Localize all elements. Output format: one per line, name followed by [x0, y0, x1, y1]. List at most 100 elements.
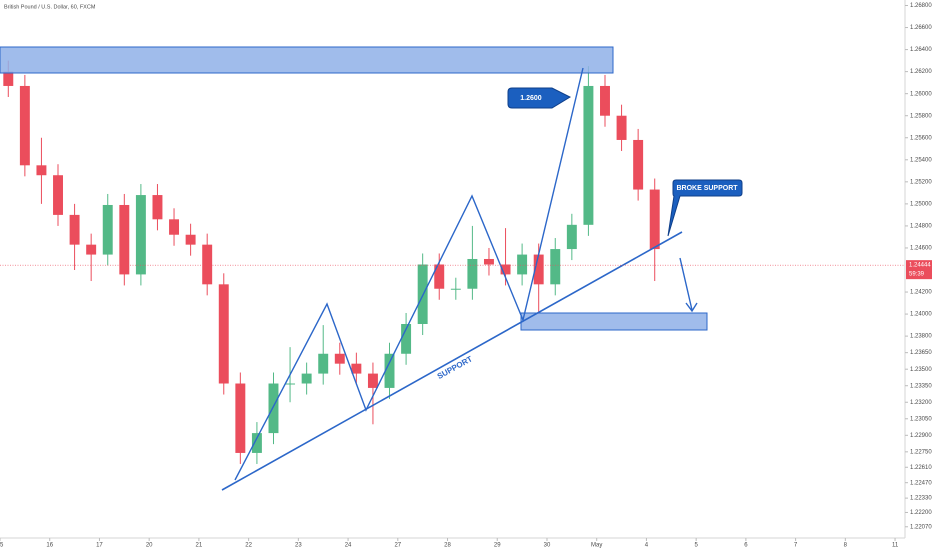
candle-body [384, 353, 395, 388]
x-tick-label: 5 [694, 543, 698, 549]
candle-body [268, 383, 279, 434]
candle-body [3, 71, 14, 86]
price-callout [507, 87, 572, 109]
y-tick-label: 1.23800 [910, 334, 932, 340]
callout-text: 1.2600 [520, 95, 542, 102]
y-tick-label: 1.22200 [910, 510, 932, 516]
candle-body [367, 373, 378, 388]
x-tick-label: 24 [345, 543, 352, 549]
candle-body [301, 373, 312, 384]
y-tick-label: 1.25000 [910, 201, 932, 207]
candle-body [86, 244, 97, 255]
candle-body [318, 353, 329, 374]
countdown: 59:39 [909, 272, 925, 278]
y-tick-label: 1.25800 [910, 113, 932, 119]
candle-body [285, 383, 296, 385]
y-tick-label: 1.24000 [910, 312, 932, 318]
last-price-label: 1.24444 [909, 263, 931, 269]
y-tick-label: 1.24800 [910, 223, 932, 229]
x-tick-label: 6 [744, 543, 748, 549]
y-tick-label: 1.23350 [910, 383, 932, 389]
callout-text: BROKE SUPPORT [676, 185, 738, 192]
y-tick-label: 1.23050 [910, 416, 932, 422]
y-tick-label: 1.22070 [910, 524, 932, 530]
y-tick-label: 1.26400 [910, 47, 932, 53]
candle-body [152, 195, 163, 220]
y-tick-label: 1.24200 [910, 290, 932, 296]
y-tick-label: 1.26200 [910, 69, 932, 75]
y-tick-label: 1.23500 [910, 367, 932, 373]
candle-body [202, 244, 213, 285]
candle-body [401, 324, 412, 354]
candle-body [334, 353, 345, 364]
target-zone [520, 312, 708, 331]
candle-body [185, 234, 196, 245]
y-tick-label: 1.26800 [910, 3, 932, 9]
y-tick-label: 1.24600 [910, 246, 932, 252]
y-tick-label: 1.25200 [910, 179, 932, 185]
candle-body [19, 85, 30, 166]
resistance-zone [0, 46, 614, 74]
candle-body [351, 363, 362, 374]
candle-body [533, 254, 544, 285]
y-tick-label: 1.26000 [910, 91, 932, 97]
y-tick-label: 1.23200 [910, 400, 932, 406]
x-tick-label: 22 [245, 543, 252, 549]
candle-body [616, 115, 627, 140]
candle-body [235, 383, 246, 453]
x-tick-label: 11 [892, 543, 899, 549]
candle-body [500, 264, 511, 275]
x-tick-label: 21 [196, 543, 203, 549]
candle-body [483, 258, 494, 265]
arrow [679, 257, 698, 313]
y-tick-label: 1.22610 [910, 465, 932, 471]
candle-body [600, 85, 610, 116]
candle-body [633, 139, 644, 190]
y-tick-label: 1.23650 [910, 350, 932, 356]
broke-callout [667, 179, 743, 237]
y-tick-label: 1.25600 [910, 135, 932, 141]
y-tick-label: 1.22750 [910, 449, 932, 455]
support-line [221, 231, 683, 491]
x-tick-label: 20 [146, 543, 153, 549]
chart-title: British Pound / U.S. Dollar, 60, FXCM [4, 4, 96, 10]
x-tick-label: 16 [46, 543, 53, 549]
candle-body [169, 219, 180, 235]
candle-body [69, 214, 80, 245]
candle-body [102, 204, 113, 255]
x-tick-label: May [591, 543, 602, 549]
x-tick-label: 23 [295, 543, 302, 549]
candle-body [550, 249, 561, 285]
y-tick-label: 1.22330 [910, 496, 932, 502]
last-price-badge [906, 260, 932, 280]
candle-body [434, 264, 445, 289]
x-tick-label: 28 [444, 543, 451, 549]
y-tick-label: 1.22470 [910, 480, 932, 486]
x-tick-label: 15 [0, 543, 4, 549]
candle-body [119, 204, 130, 275]
candle-body [251, 433, 262, 453]
candle-body [583, 85, 594, 225]
candle-body [450, 288, 461, 290]
candle-body [135, 195, 146, 275]
candle-body [517, 254, 528, 275]
candle-body [36, 165, 47, 176]
candle-body [218, 284, 229, 384]
y-tick-label: 1.26600 [910, 25, 932, 31]
candle-body [649, 189, 660, 250]
candle-body [53, 175, 63, 215]
x-tick-label: 4 [645, 543, 649, 549]
zigzag [234, 67, 584, 481]
x-tick-label: 27 [394, 543, 401, 549]
x-tick-label: 29 [494, 543, 501, 549]
y-tick-label: 1.25400 [910, 157, 932, 163]
y-tick-label: 1.22900 [910, 433, 932, 439]
x-tick-label: 30 [544, 543, 551, 549]
candle-body [566, 224, 577, 250]
x-tick-label: 7 [794, 543, 798, 549]
candle-body [467, 258, 478, 289]
x-tick-label: 17 [96, 543, 103, 549]
x-tick-label: 8 [844, 543, 848, 549]
